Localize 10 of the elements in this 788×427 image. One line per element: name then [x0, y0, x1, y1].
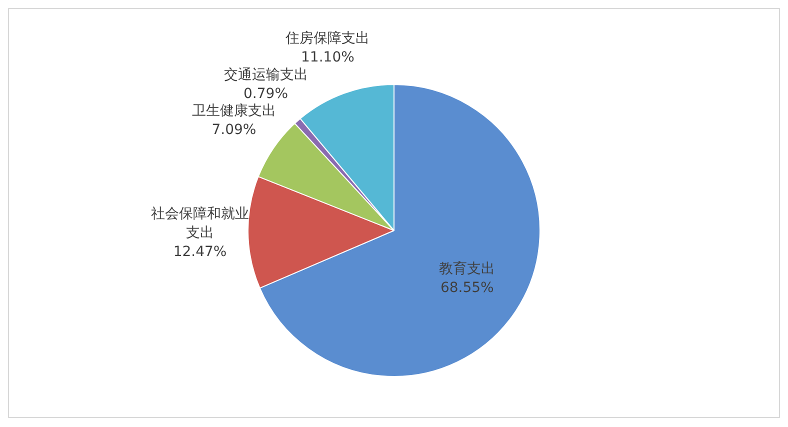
slice-label: 交通运输支出 — [224, 67, 308, 84]
data-label: 68.55% — [440, 280, 494, 296]
data-label: 0.79% — [244, 86, 288, 102]
data-label: 12.47% — [173, 244, 227, 260]
data-label: 7.09% — [212, 122, 256, 138]
data-label: 11.10% — [301, 49, 354, 66]
slice-label: 教育支出 — [439, 260, 496, 277]
slice-label: 社会保障和就业支出 — [151, 206, 250, 241]
slice-label: 住房保障支出 — [284, 30, 370, 46]
slice-label: 卫生健康支出 — [192, 102, 276, 119]
